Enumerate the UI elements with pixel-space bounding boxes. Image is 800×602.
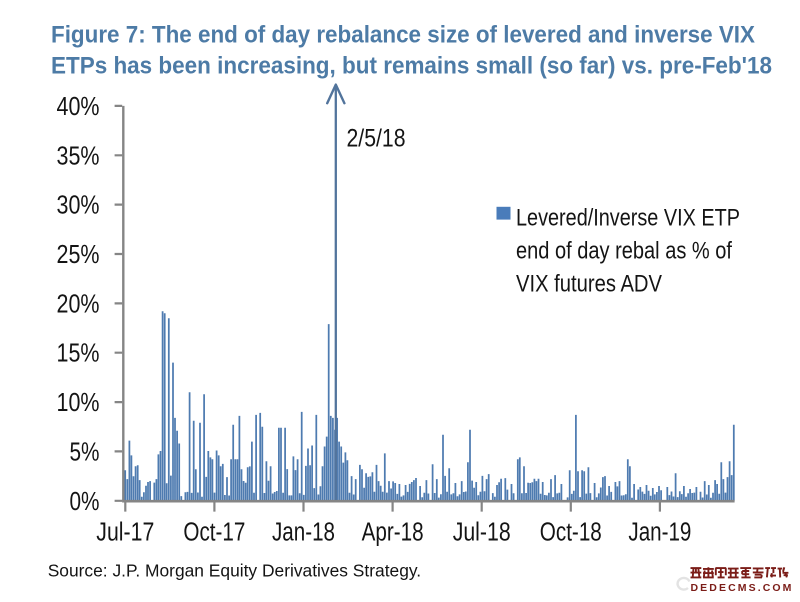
svg-text:35%: 35% <box>57 142 100 170</box>
svg-text:5%: 5% <box>70 438 100 466</box>
svg-text:Jan-19: Jan-19 <box>628 519 691 547</box>
svg-text:2/5/18: 2/5/18 <box>347 125 406 153</box>
svg-text:Figure 7: The end of day rebal: Figure 7: The end of day rebalance size … <box>51 22 755 49</box>
svg-text:Jul-17: Jul-17 <box>96 519 154 547</box>
svg-text:Apr-18: Apr-18 <box>362 519 424 547</box>
svg-text:Oct-18: Oct-18 <box>540 519 602 547</box>
svg-text:0%: 0% <box>70 488 100 516</box>
svg-text:40%: 40% <box>57 93 100 121</box>
svg-text:VIX futures ADV: VIX futures ADV <box>516 271 663 298</box>
svg-text:15%: 15% <box>57 340 100 368</box>
svg-text:Oct-17: Oct-17 <box>183 519 245 547</box>
svg-text:end of day rebal as % of: end of day rebal as % of <box>516 238 732 265</box>
svg-text:Jan-18: Jan-18 <box>272 519 335 547</box>
svg-text:ETPs has been increasing, but: ETPs has been increasing, but remains sm… <box>51 53 772 80</box>
svg-text:10%: 10% <box>57 389 100 417</box>
svg-text:20%: 20% <box>57 290 100 318</box>
svg-text:DEDECMS.COM: DEDECMS.COM <box>691 582 794 594</box>
svg-text:25%: 25% <box>57 241 100 269</box>
svg-text:Source: J.P. Morgan Equity Der: Source: J.P. Morgan Equity Derivatives S… <box>48 561 421 581</box>
svg-text:Levered/Inverse VIX ETP: Levered/Inverse VIX ETP <box>516 205 740 232</box>
svg-text:30%: 30% <box>57 192 100 220</box>
svg-text:Jul-18: Jul-18 <box>453 519 511 547</box>
